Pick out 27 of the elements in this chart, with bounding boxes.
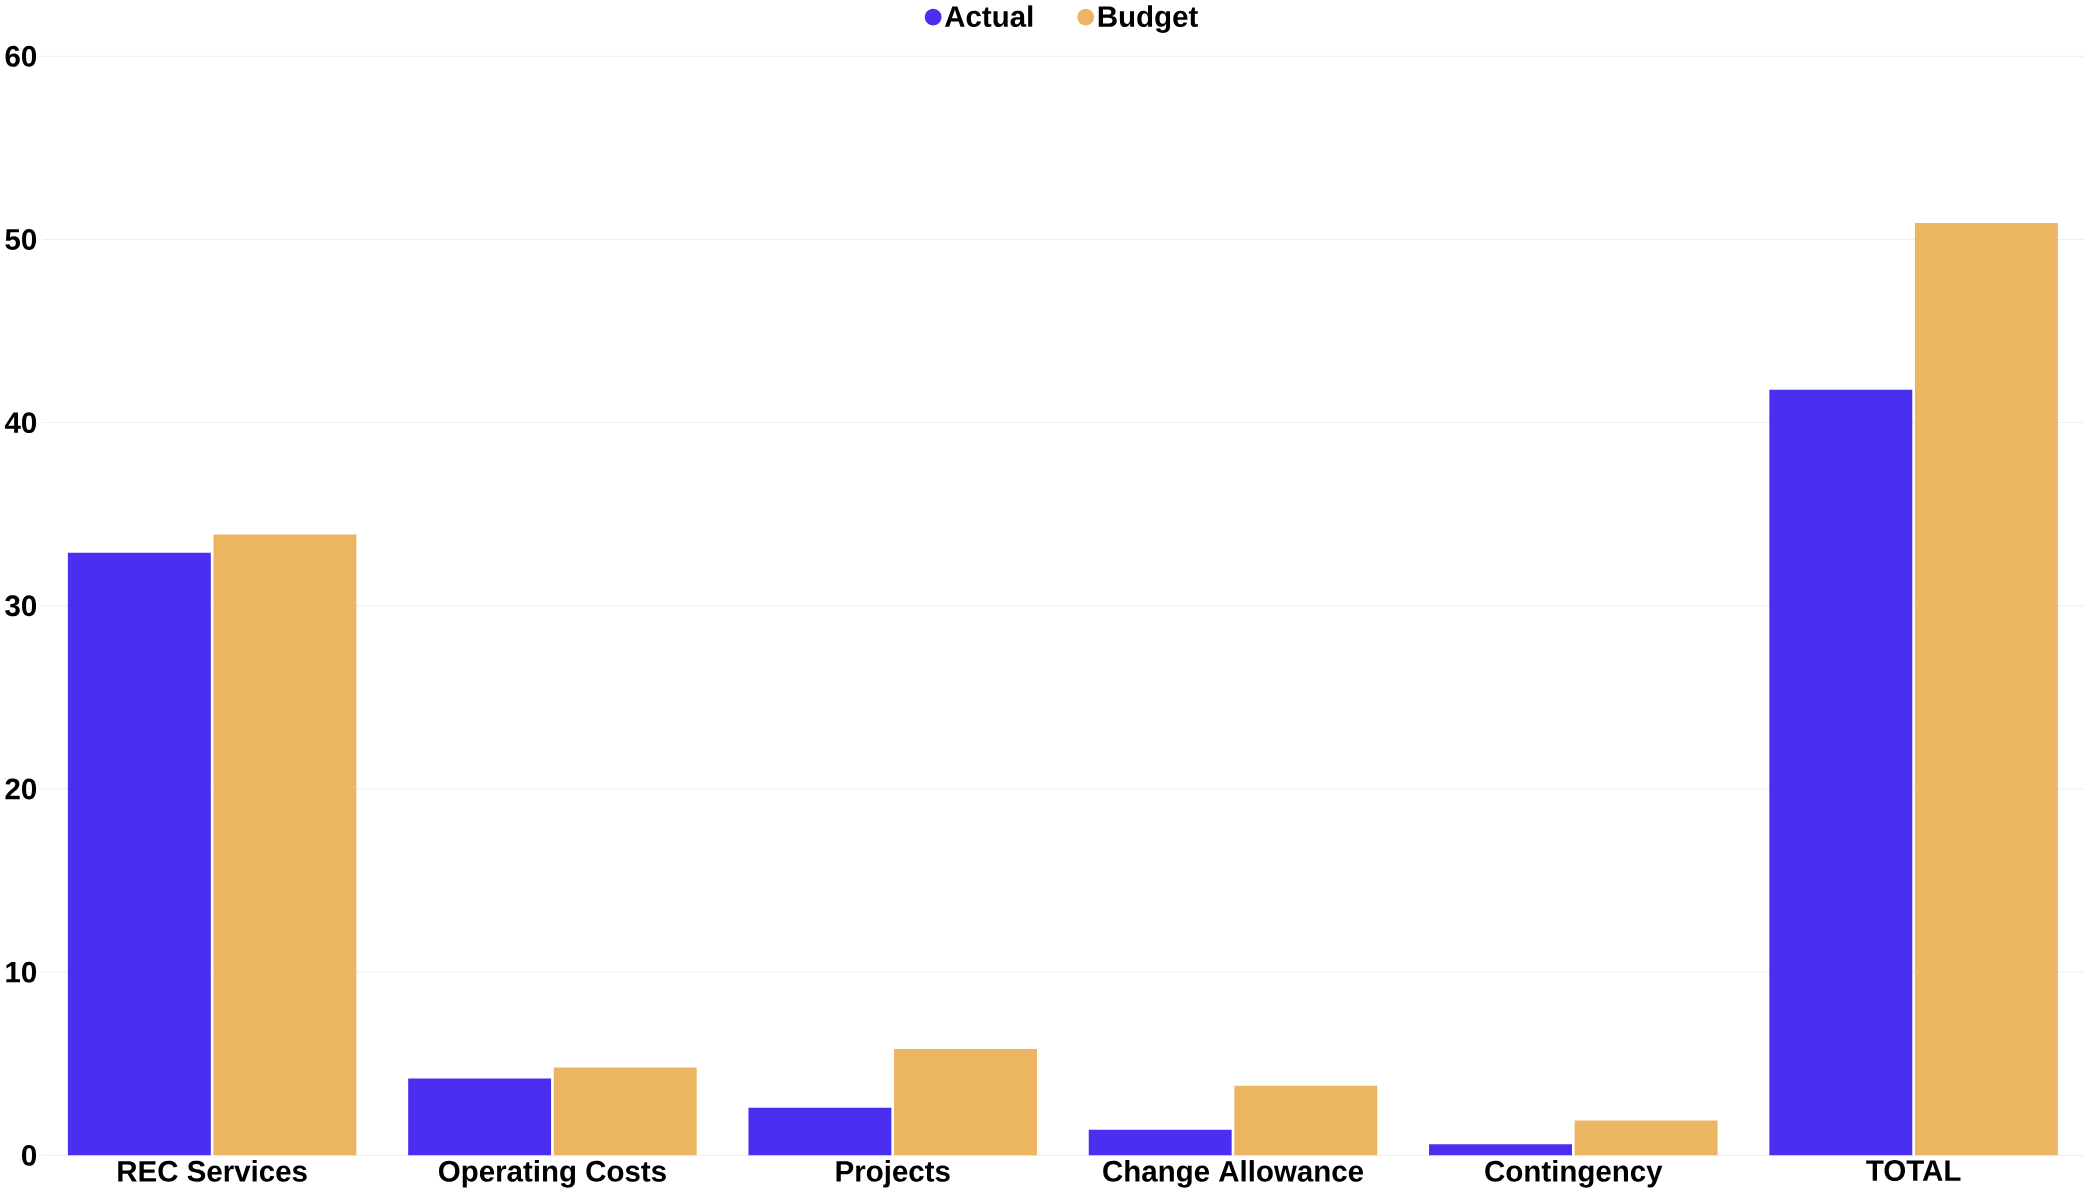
bar bbox=[748, 1107, 892, 1156]
x-tick-label: Projects bbox=[836, 1159, 950, 1188]
x-tick-label: Operating Costs bbox=[439, 1159, 666, 1188]
bar bbox=[213, 534, 357, 1156]
bar bbox=[1234, 1085, 1378, 1156]
legend-label: Budget bbox=[1098, 5, 1198, 33]
y-tick-label: 10 bbox=[6, 961, 37, 983]
y-tick-label: 0 bbox=[22, 1144, 37, 1166]
y-tick-label: 40 bbox=[4, 412, 37, 434]
bar bbox=[553, 1067, 697, 1156]
bar bbox=[67, 552, 211, 1156]
y-tick-label: 60 bbox=[5, 45, 37, 67]
legend-label: Actual bbox=[944, 5, 1033, 27]
x-tick-label: Contingency bbox=[1485, 1159, 1663, 1188]
y-tick-label: 20 bbox=[5, 778, 37, 800]
x-tick-label: REC Services bbox=[118, 1159, 307, 1182]
bar bbox=[1088, 1129, 1232, 1156]
x-tick-label: Change Allowance bbox=[1103, 1159, 1364, 1188]
bar bbox=[1574, 1120, 1718, 1156]
y-tick-label: 30 bbox=[5, 595, 37, 617]
bar bbox=[1429, 1144, 1572, 1156]
x-tick-label: TOTAL bbox=[1866, 1159, 1961, 1181]
y-tick-label: 50 bbox=[5, 228, 37, 250]
bar bbox=[408, 1078, 552, 1156]
bar bbox=[1769, 389, 1913, 1156]
bar bbox=[1914, 222, 2058, 1156]
bar bbox=[894, 1049, 1037, 1156]
